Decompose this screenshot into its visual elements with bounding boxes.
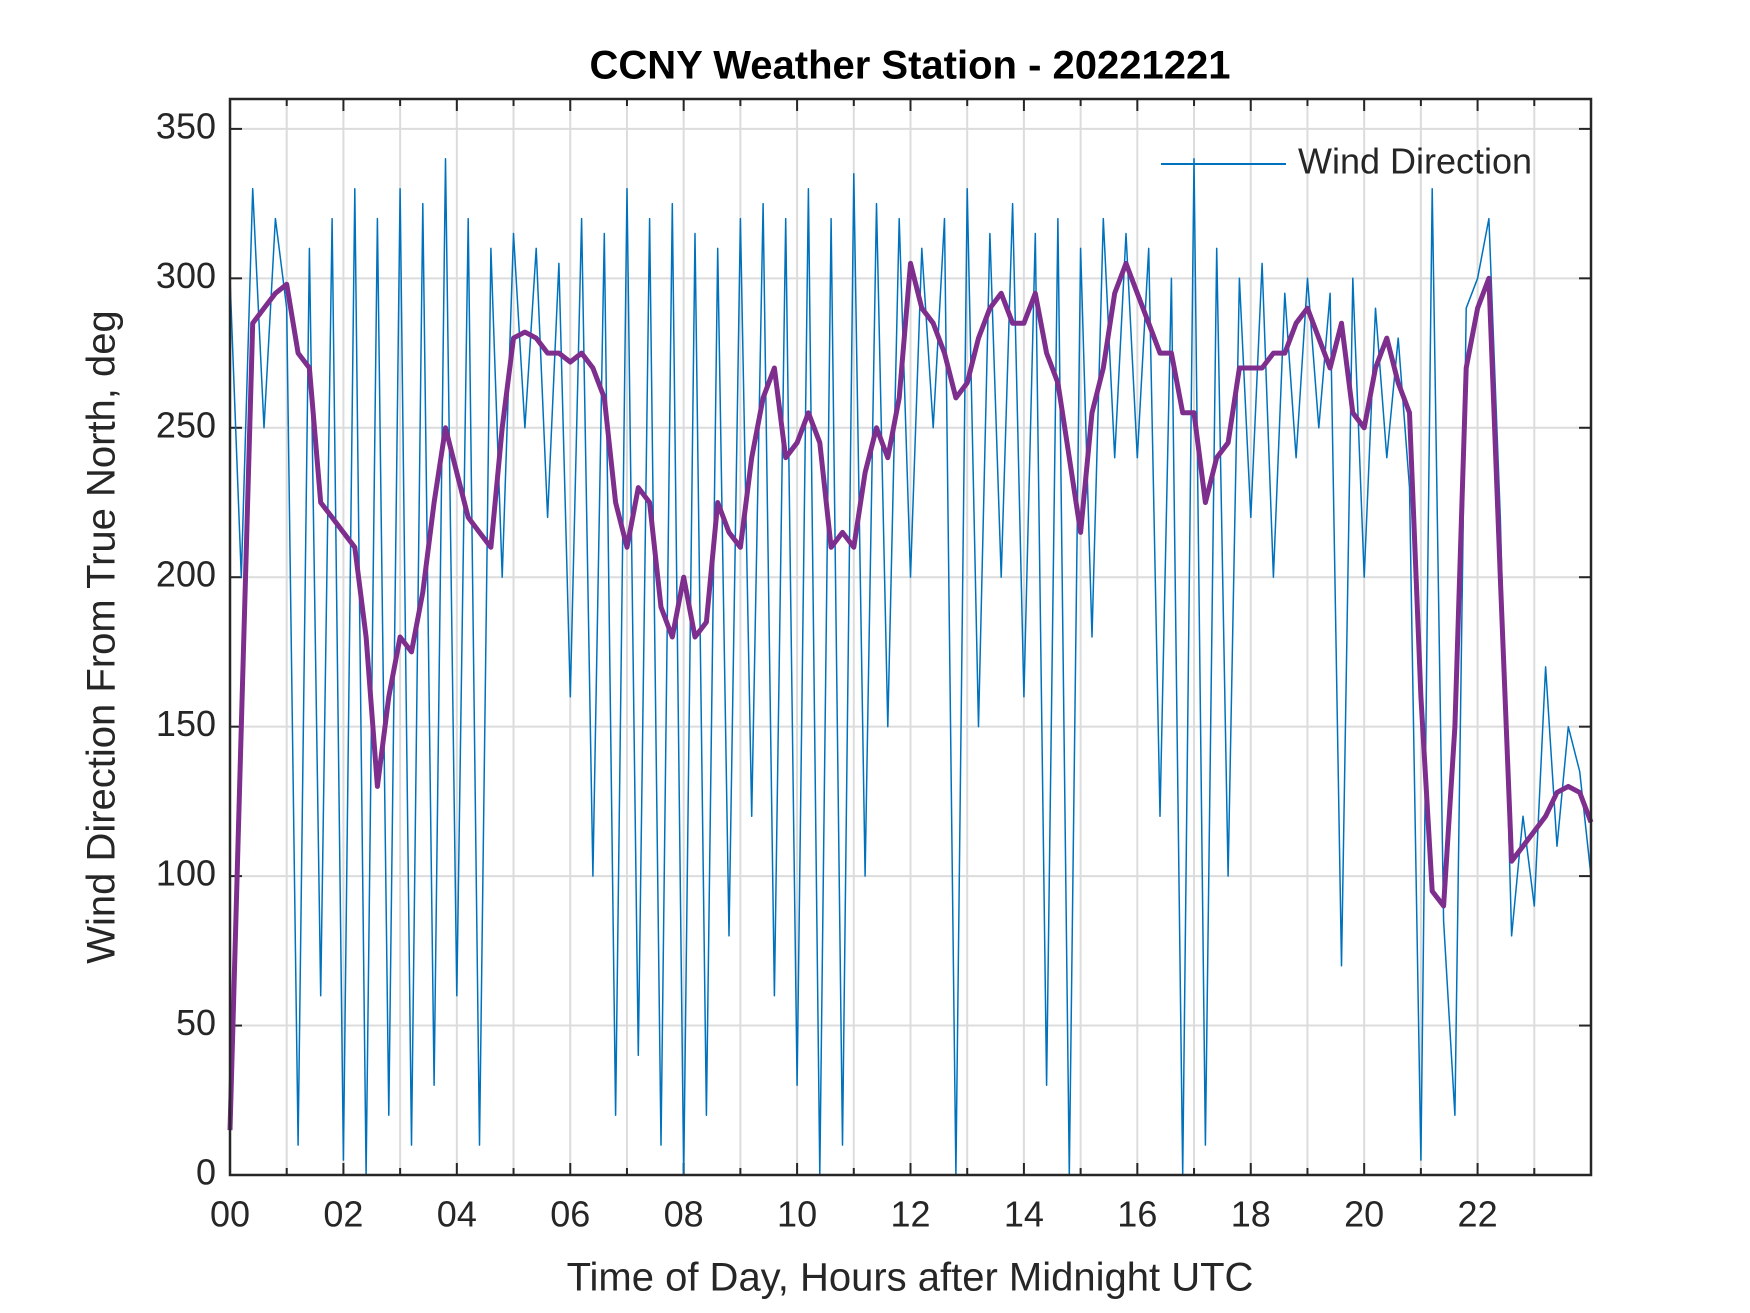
y-tick-label: 250 [156,404,216,445]
x-tick-label: 08 [664,1194,704,1235]
x-tick-label: 06 [550,1194,590,1235]
x-tick-label: 18 [1231,1194,1271,1235]
y-tick-label: 0 [196,1152,216,1193]
data-line [227,260,1594,1131]
x-tick-label: 16 [1117,1194,1157,1235]
x-tick-label: 12 [890,1194,930,1235]
legend-label: Wind Direction [1298,141,1532,182]
x-tick-label: 14 [1004,1194,1044,1235]
y-tick-label: 350 [156,105,216,146]
y-tick-label: 200 [156,554,216,595]
y-axis-label: Wind Direction From True North, deg [80,310,124,964]
y-tick-label: 150 [156,703,216,744]
chart-title: CCNY Weather Station - 20221221 [590,44,1231,88]
data-line [229,158,1592,1176]
y-tick-label: 300 [156,255,216,296]
x-tick-label: 02 [323,1194,363,1235]
x-tick-label: 00 [210,1194,250,1235]
x-tick-label: 22 [1458,1194,1498,1235]
x-tick-label: 20 [1344,1194,1384,1235]
y-tick-label: 50 [176,1002,216,1043]
x-tick-label: 04 [437,1194,477,1235]
x-axis-label: Time of Day, Hours after Midnight UTC [567,1256,1254,1300]
x-tick-label: 10 [777,1194,817,1235]
y-tick-label: 100 [156,853,216,894]
plot-frame [228,97,1593,1177]
